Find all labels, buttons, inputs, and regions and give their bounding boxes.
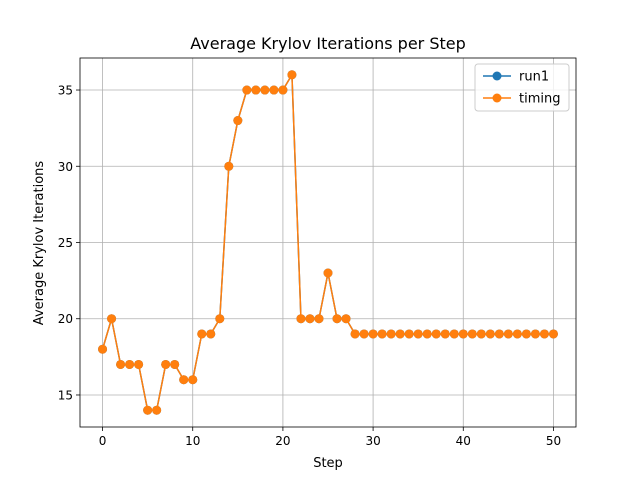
data-point-timing <box>125 359 135 369</box>
data-point-timing <box>269 85 279 95</box>
data-point-timing <box>476 329 486 339</box>
data-point-timing <box>503 329 513 339</box>
data-point-timing <box>359 329 369 339</box>
data-point-timing <box>440 329 450 339</box>
data-point-timing <box>449 329 459 339</box>
data-point-timing <box>170 359 180 369</box>
data-point-timing <box>251 85 261 95</box>
data-point-timing <box>143 405 153 415</box>
data-point-timing <box>350 329 360 339</box>
data-point-timing <box>305 314 315 324</box>
data-point-timing <box>458 329 468 339</box>
data-point-timing <box>413 329 423 339</box>
data-point-timing <box>323 268 333 278</box>
data-point-timing <box>206 329 216 339</box>
y-axis-label: Average Krylov Iterations <box>32 161 47 326</box>
y-tick-label: 35 <box>58 84 73 98</box>
x-tick-label: 30 <box>365 434 380 448</box>
data-point-timing <box>548 329 558 339</box>
legend-label-timing: timing <box>519 92 560 107</box>
chart-title: Average Krylov Iterations per Step <box>190 34 466 53</box>
x-tick-label: 20 <box>275 434 290 448</box>
legend: run1 timing <box>474 63 570 112</box>
data-point-timing <box>521 329 531 339</box>
data-point-timing <box>260 85 270 95</box>
x-tick-label: 10 <box>185 434 200 448</box>
data-point-timing <box>422 329 432 339</box>
data-point-timing <box>242 85 252 95</box>
data-point-timing <box>494 329 504 339</box>
data-point-timing <box>368 329 378 339</box>
data-point-timing <box>404 329 414 339</box>
data-point-timing <box>377 329 387 339</box>
legend-marker-run1 <box>492 71 502 81</box>
data-point-timing <box>386 329 396 339</box>
data-point-timing <box>332 314 342 324</box>
data-point-timing <box>197 329 207 339</box>
data-point-timing <box>278 85 288 95</box>
data-point-timing <box>161 359 171 369</box>
y-tick-label: 15 <box>58 388 73 402</box>
data-point-timing <box>179 375 189 385</box>
y-tick-label: 30 <box>58 160 73 174</box>
data-point-timing <box>512 329 522 339</box>
data-point-timing <box>224 161 234 171</box>
data-point-timing <box>296 314 306 324</box>
data-point-timing <box>539 329 549 339</box>
x-tick-label: 0 <box>99 434 107 448</box>
y-tick-label: 20 <box>58 312 73 326</box>
data-point-timing <box>107 314 117 324</box>
data-point-timing <box>467 329 477 339</box>
x-tick-label: 50 <box>546 434 561 448</box>
x-axis-label: Step <box>313 456 343 471</box>
data-point-timing <box>485 329 495 339</box>
x-tick-label: 40 <box>456 434 471 448</box>
legend-label-run1: run1 <box>519 70 549 85</box>
ticks: 0 10 20 30 40 50 15 20 25 30 35 <box>58 84 561 448</box>
data-point-timing <box>341 314 351 324</box>
series-layer <box>98 70 558 415</box>
data-point-timing <box>395 329 405 339</box>
data-point-timing <box>314 314 324 324</box>
data-point-timing <box>152 405 162 415</box>
data-point-timing <box>215 314 225 324</box>
data-point-timing <box>116 359 126 369</box>
series-timing <box>98 70 558 415</box>
data-point-timing <box>98 344 108 354</box>
data-point-timing <box>188 375 198 385</box>
data-point-timing <box>530 329 540 339</box>
data-point-timing <box>431 329 441 339</box>
y-tick-label: 25 <box>58 236 73 250</box>
data-point-timing <box>287 70 297 80</box>
legend-marker-timing <box>492 93 502 103</box>
data-point-timing <box>233 116 243 126</box>
data-point-timing <box>134 359 144 369</box>
